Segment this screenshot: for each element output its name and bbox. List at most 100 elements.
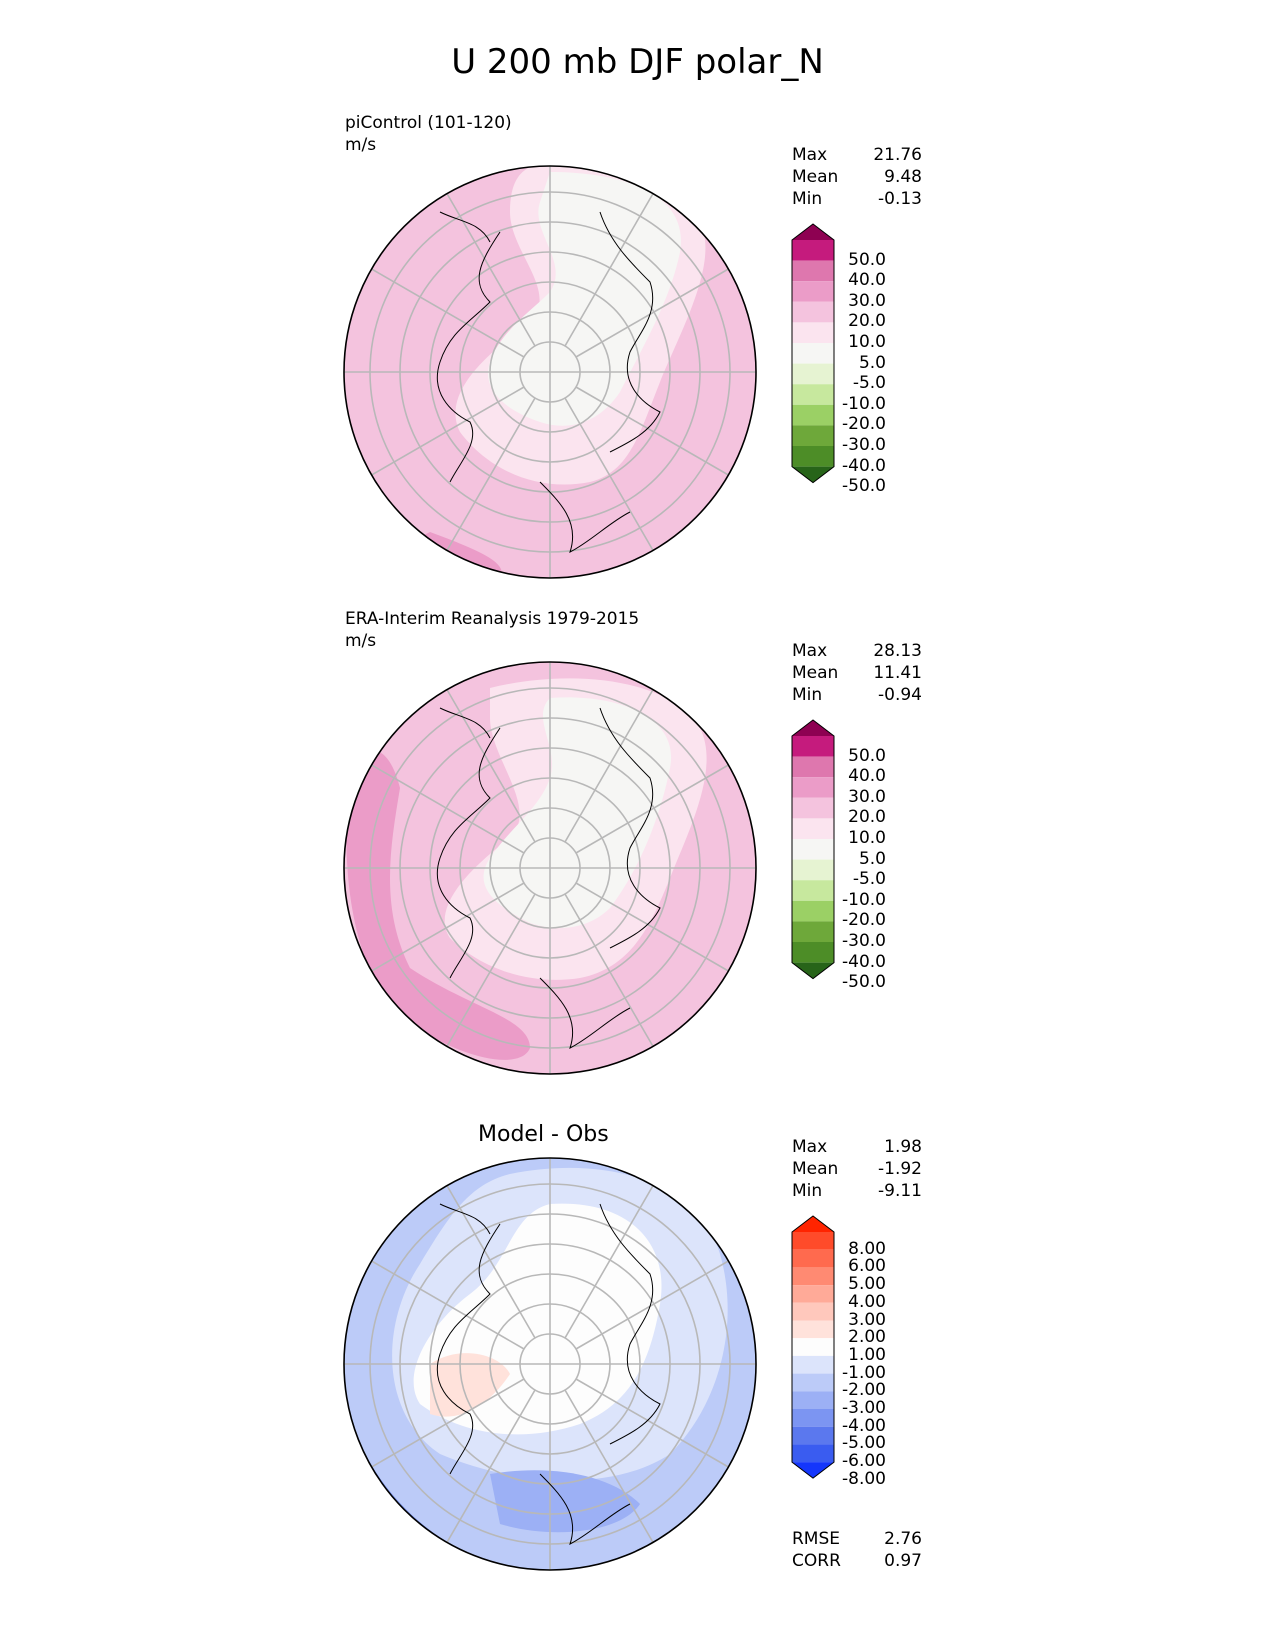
colorbar-segment	[792, 736, 834, 757]
coastline	[439, 1203, 491, 1235]
meridian-line	[446, 1389, 536, 1543]
meridian-line	[371, 1260, 525, 1350]
panel-1-units: m/s	[345, 135, 377, 155]
meridian-line	[575, 386, 729, 476]
stat-value: -9.11	[878, 1181, 922, 1201]
meridian-line	[371, 268, 525, 358]
colorbar-segment	[792, 900, 834, 922]
colorbar-segment	[792, 859, 834, 881]
colorbar-tick-label: 50.0	[848, 249, 886, 270]
colorbar-segment	[792, 921, 834, 942]
colorbar-segment	[792, 756, 834, 778]
metric-label: CORR	[792, 1551, 841, 1571]
colorbar-tick-label: 4.00	[848, 1291, 886, 1312]
colorbar-segment	[792, 240, 834, 261]
colorbar-tick-label: -6.00	[842, 1451, 886, 1472]
colorbar-outline	[791, 223, 835, 484]
colorbar-tick-label: 30.0	[848, 786, 886, 807]
stat-value: 21.76	[873, 145, 922, 165]
panel-3-stats: Max 1.98 Mean -1.92 Min -9.11	[792, 1136, 922, 1202]
coastline	[539, 481, 631, 553]
colorbar-segment	[792, 797, 834, 819]
colorbar-tick-label: -1.00	[842, 1362, 886, 1383]
stat-value: -1.92	[878, 1159, 922, 1179]
meridian-line	[371, 882, 525, 972]
colorbar-tick-label: -40.0	[842, 455, 886, 476]
meridian-line	[446, 893, 536, 1047]
stat-label: Mean	[792, 167, 839, 187]
stat-label: Min	[792, 1181, 823, 1201]
colorbar-tick-label: -20.0	[842, 414, 886, 435]
map-field	[344, 166, 756, 578]
colorbar-segment	[792, 404, 834, 426]
colorbar-segment	[792, 880, 834, 901]
colorbar-bottom-extension	[792, 466, 834, 483]
coastline	[436, 1223, 501, 1475]
colorbar-segment	[792, 301, 834, 323]
colorbar-segment	[792, 1444, 834, 1463]
colorbar-tick-label: 30.0	[848, 290, 886, 311]
colorbar-bottom-extension	[792, 1462, 834, 1479]
meridian-line	[575, 764, 729, 854]
stat-label: Max	[792, 1137, 828, 1157]
colorbar-outline	[791, 719, 835, 980]
meridian-line	[564, 893, 654, 1047]
colorbar-tick-label: -5.0	[852, 869, 886, 890]
colorbar-tick-label: 5.0	[858, 352, 886, 373]
map-field	[344, 1158, 756, 1570]
colorbar-segment	[792, 260, 834, 282]
panel-3-metrics: RMSE 2.76 CORR 0.97	[792, 1528, 922, 1572]
meridian-line	[446, 397, 536, 551]
metric-label: RMSE	[792, 1529, 841, 1549]
colorbar-tick-label: -30.0	[842, 435, 886, 455]
coastline	[539, 1473, 631, 1545]
colorbar-tick-label: -50.0	[842, 476, 886, 497]
field-contour	[346, 750, 530, 1060]
colorbar-tick-label: 40.0	[848, 270, 886, 291]
colorbar-segment	[792, 1338, 834, 1356]
coastline	[436, 727, 501, 979]
colorbar-tick-label: -4.00	[842, 1415, 886, 1436]
meridian-line	[564, 1389, 654, 1543]
colorbar-tick-label: 5.00	[848, 1274, 886, 1295]
stat-value: 28.13	[873, 641, 922, 661]
meridian-line	[446, 689, 536, 843]
colorbar-segment	[792, 1409, 834, 1427]
stat-value: 11.41	[873, 663, 922, 683]
colorbar-top-extension	[792, 224, 834, 240]
stat-value: 9.48	[884, 167, 922, 187]
meridian-line	[575, 268, 729, 358]
colorbar-tick-label: 50.0	[848, 745, 886, 766]
colorbar-segment	[792, 1426, 834, 1445]
meridian-line	[564, 193, 654, 347]
colorbar-segment	[792, 1232, 834, 1250]
colorbar-segment	[792, 777, 834, 798]
meridian-line	[575, 882, 729, 972]
colorbar-segment	[792, 1267, 834, 1286]
colorbar-segment	[792, 343, 834, 364]
colorbar-tick-label: -10.0	[842, 889, 886, 910]
colorbar-segment	[792, 446, 834, 467]
field-contour	[488, 172, 681, 426]
colorbar-tick-label: 40.0	[848, 766, 886, 787]
metric-value: 0.97	[884, 1551, 922, 1571]
coastline	[439, 707, 491, 739]
colorbar-tick-label: -5.0	[852, 373, 886, 394]
colorbar-segment	[792, 1285, 834, 1303]
coastline	[436, 231, 501, 483]
meridian-line	[564, 689, 654, 843]
colorbar-segment	[792, 839, 834, 860]
meridian-line	[564, 397, 654, 551]
colorbar-tick-label: 3.00	[848, 1309, 886, 1330]
stat-value: -0.13	[878, 189, 922, 209]
panel-3-title: Model - Obs	[478, 1122, 609, 1147]
map-boundary	[343, 165, 757, 579]
colorbar-tick-label: -20.0	[842, 910, 886, 931]
colorbar-tick-label: 20.0	[848, 807, 886, 828]
colorbar-tick-label: -50.0	[842, 972, 886, 993]
field-contour	[490, 1470, 640, 1533]
coastline	[599, 707, 661, 949]
